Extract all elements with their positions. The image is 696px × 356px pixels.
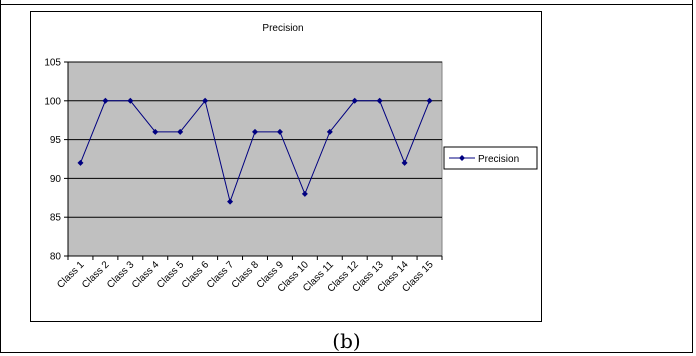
data-point <box>351 97 358 104</box>
data-point <box>202 97 209 104</box>
plot-area <box>67 61 443 257</box>
figure-caption: (b) <box>332 329 361 353</box>
legend: Precision <box>443 146 538 170</box>
data-point <box>177 128 184 135</box>
y-tick-label: 90 <box>50 174 62 185</box>
data-point <box>77 159 84 166</box>
data-point <box>102 97 109 104</box>
chart-title: Precision <box>262 23 303 34</box>
data-point <box>276 128 283 135</box>
legend-label: Precision <box>478 154 519 165</box>
y-tick-label: 85 <box>50 213 62 224</box>
data-point <box>227 198 234 205</box>
y-tick-label: 100 <box>44 96 61 107</box>
data-point <box>426 97 433 104</box>
y-tick-label: 105 <box>44 58 61 69</box>
data-point <box>152 128 159 135</box>
data-point <box>326 128 333 135</box>
data-point <box>376 97 383 104</box>
data-point <box>252 128 258 135</box>
top-border <box>0 4 693 5</box>
y-tick-label: 95 <box>50 135 62 146</box>
y-tick-label: 80 <box>50 252 62 263</box>
data-point <box>401 159 408 166</box>
legend-box <box>443 146 538 170</box>
data-point <box>127 97 134 104</box>
data-point <box>301 190 308 197</box>
legend-marker <box>459 155 465 161</box>
